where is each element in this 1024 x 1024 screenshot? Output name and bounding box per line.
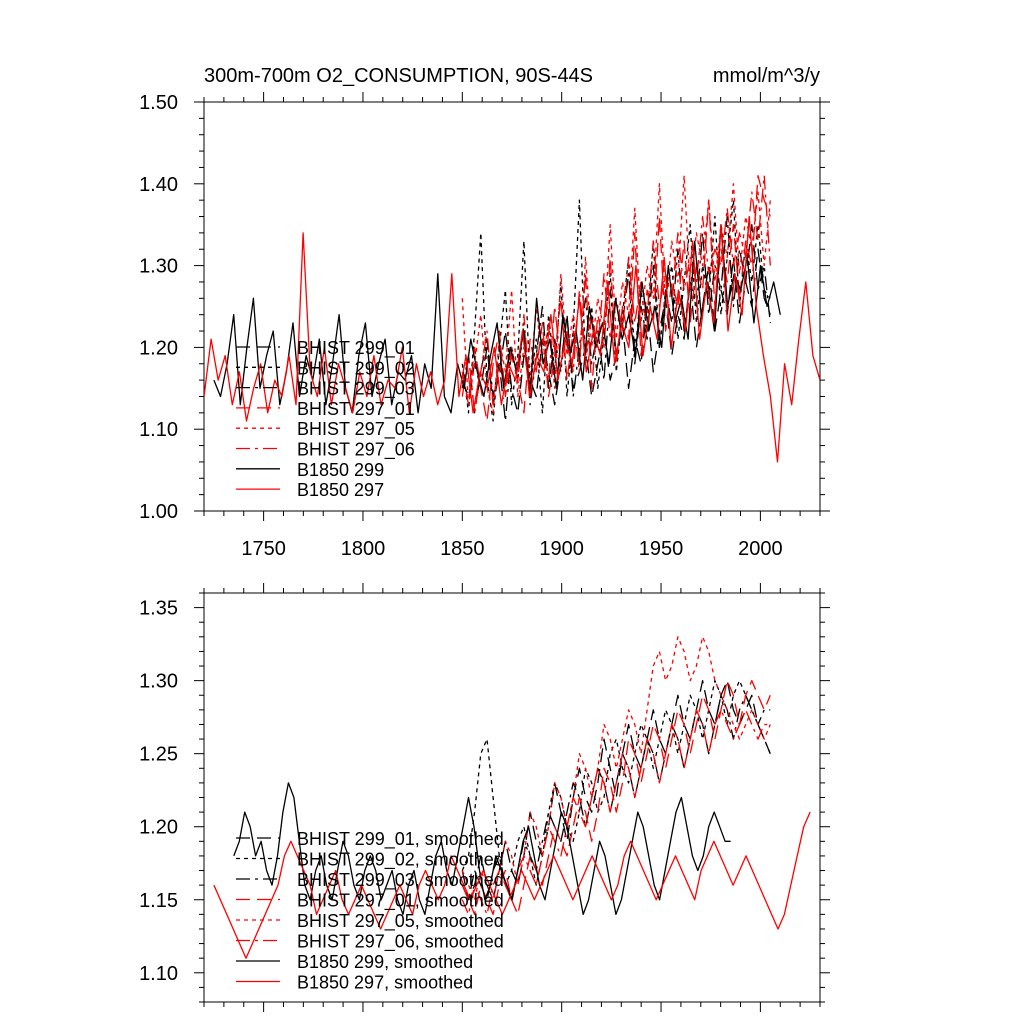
series-line-bhist-297-06	[461, 174, 771, 414]
series-line-bhist-299-01-smoothed	[461, 679, 771, 901]
legend-label: BHIST 297_05, smoothed	[297, 911, 504, 932]
legend-label: BHIST 299_03	[297, 379, 415, 400]
legend-label: BHIST 299_03, smoothed	[297, 870, 504, 891]
y-tick-label: 1.20	[139, 817, 178, 839]
x-tick-label: 1850	[440, 538, 485, 560]
bottom-panel: 1.10 1.15 1.20 1.25 1.30 1.35 BHIST 299_01, sm…	[139, 583, 830, 1012]
x-tick-label: 2000	[738, 538, 783, 560]
series-line-b1850-299-smoothed	[233, 782, 731, 916]
plot-area	[213, 636, 811, 959]
legend-label: BHIST 297_01	[297, 399, 415, 420]
series-line-bhist-299-02-smoothed	[461, 679, 771, 886]
legend-label: BHIST 299_01	[297, 338, 415, 359]
plot-frame	[203, 101, 821, 512]
series-line-bhist-297-05-smoothed	[461, 636, 771, 901]
y-tick-label: 1.30	[139, 256, 178, 278]
y-tick-label: 1.00	[139, 501, 178, 523]
series-line-bhist-299-03-smoothed	[461, 694, 771, 901]
legend-label: B1850 297, smoothed	[297, 973, 473, 993]
x-tick-label: 1900	[539, 538, 584, 560]
legend-label: B1850 299	[297, 460, 384, 480]
legend-label: BHIST 297_06, smoothed	[297, 932, 504, 953]
series-line-bhist-297-01	[461, 174, 771, 422]
legend-label: BHIST 297_01, smoothed	[297, 891, 504, 912]
legend-label: BHIST 299_01, smoothed	[297, 829, 504, 850]
y-tick-label: 1.35	[139, 598, 178, 620]
y-tick-label: 1.30	[139, 671, 178, 693]
y-tick-label: 1.10	[139, 963, 178, 985]
series-line-bhist-299-03	[461, 215, 771, 422]
plot-area	[204, 174, 820, 463]
chart-title: 300m-700m O2_CONSUMPTION, 90S-44S	[204, 65, 593, 87]
series-line-bhist-297-01-smoothed	[461, 679, 771, 916]
legend-label: BHIST 299_02	[297, 358, 415, 379]
legend-label: B1850 297	[297, 480, 384, 500]
y-tick-label: 1.40	[139, 174, 178, 196]
y-tick-label: 1.15	[139, 890, 178, 912]
y-tick-label: 1.25	[139, 744, 178, 766]
legend-label: BHIST 297_06	[297, 440, 415, 461]
series-line-b1850-297-smoothed	[213, 811, 811, 959]
y-tick-label: 1.20	[139, 337, 178, 359]
x-tick-label: 1950	[639, 538, 684, 560]
top-panel: 1750 1800 1850 1900 1950 2000 1.00 1.10 1.20 1.30…	[139, 65, 830, 560]
x-tick-label: 1800	[341, 538, 386, 560]
legend-label: B1850 299, smoothed	[297, 952, 473, 972]
x-tick-label: 1750	[241, 538, 286, 560]
units-label: mmol/m^3/y	[713, 65, 820, 87]
y-tick-label: 1.50	[139, 92, 178, 114]
legend-label: BHIST 297_05	[297, 419, 415, 440]
series-line-b1850-297	[204, 215, 820, 463]
legend-label: BHIST 299_02, smoothed	[297, 850, 504, 871]
y-tick-label: 1.10	[139, 419, 178, 441]
